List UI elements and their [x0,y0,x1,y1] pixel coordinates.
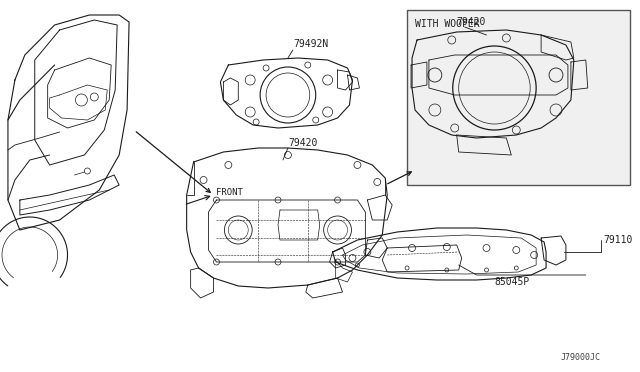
Text: WITH WOOFER: WITH WOOFER [415,19,479,29]
Text: 79420: 79420 [457,17,486,27]
Text: 85045P: 85045P [495,277,530,287]
Text: J79000JC: J79000JC [561,353,601,362]
Text: 79420: 79420 [288,138,317,148]
Text: 79110: 79110 [604,235,633,245]
Text: FRONT: FRONT [216,187,243,196]
Bar [407,10,630,185]
Text: 79492N: 79492N [293,39,328,49]
